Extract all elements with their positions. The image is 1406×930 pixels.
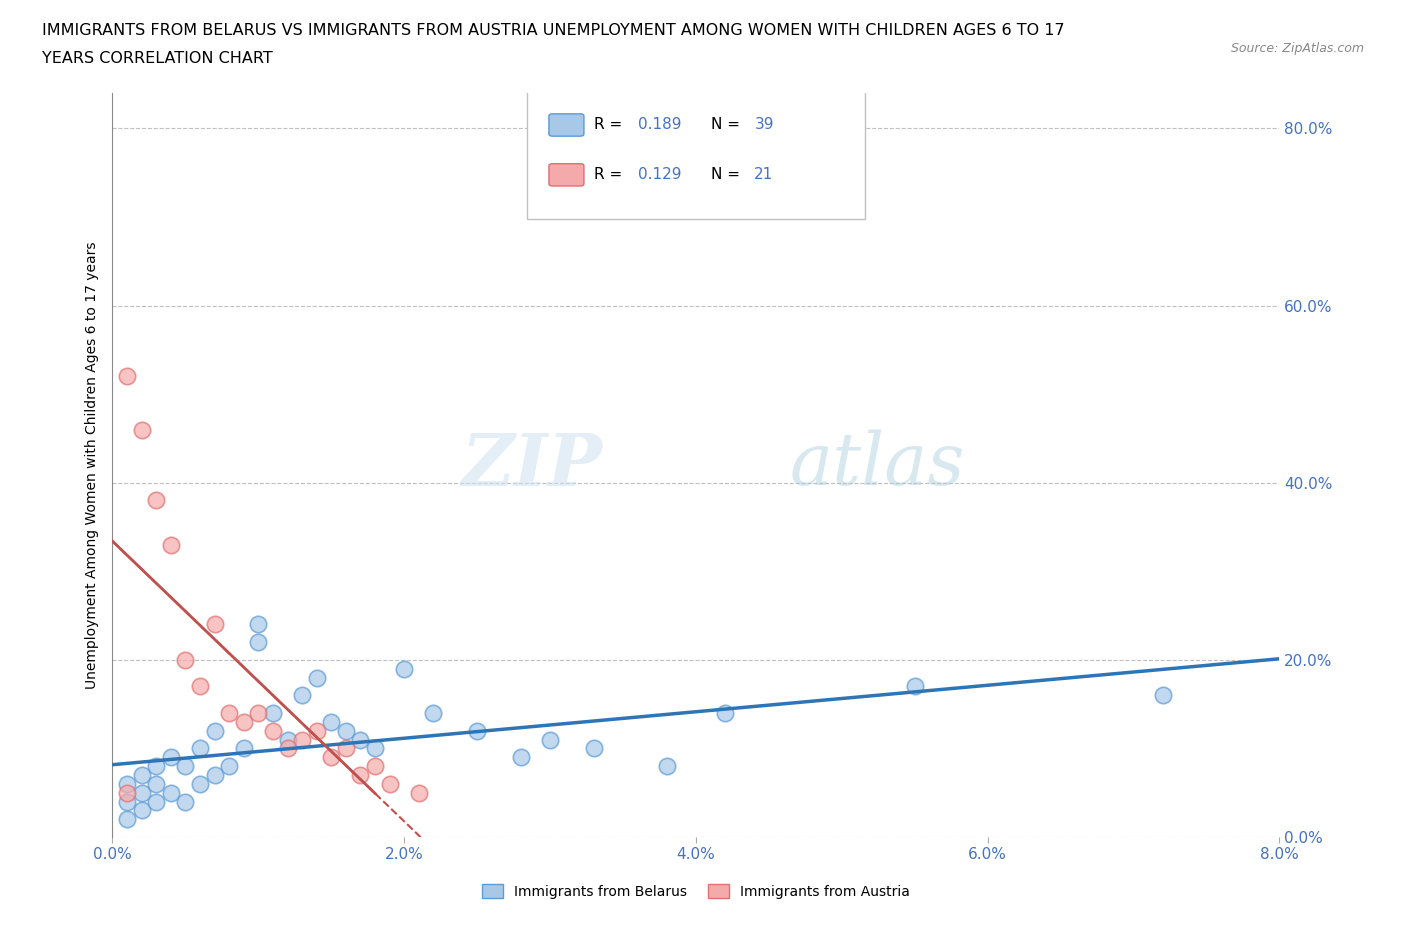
Point — [232, 741, 254, 756]
FancyBboxPatch shape — [548, 164, 583, 186]
Point — [145, 794, 167, 809]
Point — [131, 422, 153, 437]
Point — [276, 741, 298, 756]
Point — [188, 679, 211, 694]
Point — [115, 785, 138, 800]
Text: R =: R = — [595, 167, 627, 182]
Point — [538, 732, 561, 747]
Point — [160, 750, 183, 764]
Point — [582, 741, 605, 756]
Point — [394, 661, 416, 676]
Point — [378, 777, 401, 791]
Text: YEARS CORRELATION CHART: YEARS CORRELATION CHART — [42, 51, 273, 66]
Point — [247, 706, 270, 721]
FancyBboxPatch shape — [527, 89, 865, 219]
Point — [218, 706, 240, 721]
Point — [115, 777, 138, 791]
Point — [174, 653, 197, 668]
Point — [276, 732, 298, 747]
Point — [408, 785, 430, 800]
Point — [364, 741, 387, 756]
Point — [655, 759, 678, 774]
Point — [262, 724, 284, 738]
Point — [321, 714, 343, 729]
Text: Source: ZipAtlas.com: Source: ZipAtlas.com — [1230, 42, 1364, 55]
Point — [131, 803, 153, 817]
Point — [1152, 688, 1174, 703]
Text: N =: N = — [711, 117, 745, 132]
Point — [174, 759, 197, 774]
Point — [364, 759, 387, 774]
Point — [904, 679, 927, 694]
Point — [188, 777, 211, 791]
Point — [714, 706, 737, 721]
Point — [131, 767, 153, 782]
Point — [465, 724, 488, 738]
Point — [204, 724, 226, 738]
Point — [349, 732, 371, 747]
Text: 0.189: 0.189 — [638, 117, 681, 132]
Point — [188, 741, 211, 756]
Point — [145, 777, 167, 791]
Legend: Immigrants from Belarus, Immigrants from Austria: Immigrants from Belarus, Immigrants from… — [477, 879, 915, 905]
Point — [204, 617, 226, 631]
Text: 21: 21 — [755, 167, 773, 182]
Point — [174, 794, 197, 809]
Point — [291, 688, 314, 703]
Text: N =: N = — [711, 167, 745, 182]
Text: ZIP: ZIP — [461, 430, 603, 500]
Point — [305, 671, 328, 685]
Point — [204, 767, 226, 782]
Point — [247, 617, 270, 631]
Text: 0.129: 0.129 — [638, 167, 681, 182]
Point — [305, 724, 328, 738]
Point — [247, 634, 270, 649]
Point — [160, 785, 183, 800]
Point — [115, 794, 138, 809]
Point — [422, 706, 444, 721]
Point — [218, 759, 240, 774]
Point — [115, 369, 138, 384]
Text: R =: R = — [595, 117, 627, 132]
Point — [335, 724, 357, 738]
Point — [115, 812, 138, 827]
Point — [262, 706, 284, 721]
Point — [145, 759, 167, 774]
Text: atlas: atlas — [789, 430, 965, 500]
Text: 39: 39 — [755, 117, 773, 132]
FancyBboxPatch shape — [548, 113, 583, 136]
Point — [131, 785, 153, 800]
Point — [160, 538, 183, 552]
Point — [321, 750, 343, 764]
Point — [509, 750, 531, 764]
Point — [349, 767, 371, 782]
Point — [291, 732, 314, 747]
Point — [232, 714, 254, 729]
Y-axis label: Unemployment Among Women with Children Ages 6 to 17 years: Unemployment Among Women with Children A… — [84, 241, 98, 689]
Point — [335, 741, 357, 756]
Point — [145, 493, 167, 508]
Text: IMMIGRANTS FROM BELARUS VS IMMIGRANTS FROM AUSTRIA UNEMPLOYMENT AMONG WOMEN WITH: IMMIGRANTS FROM BELARUS VS IMMIGRANTS FR… — [42, 23, 1064, 38]
